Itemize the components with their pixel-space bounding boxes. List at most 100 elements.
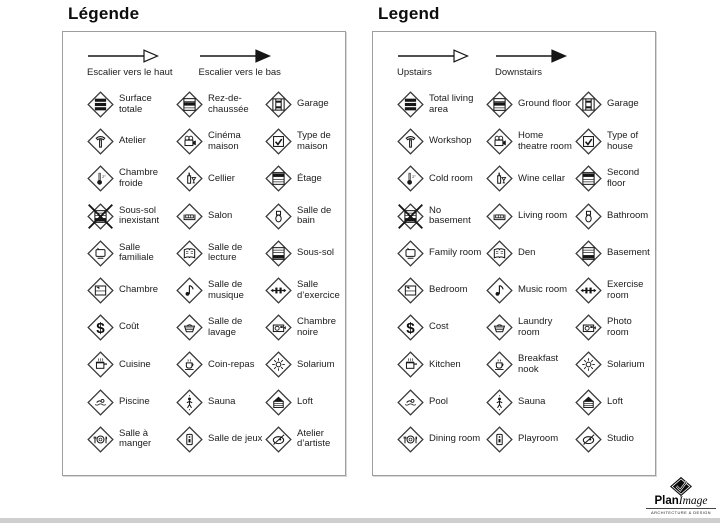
solarium-icon bbox=[575, 351, 602, 379]
legend-item-label: Garage bbox=[607, 98, 639, 110]
legend-item: Den bbox=[486, 240, 575, 267]
living-room-icon bbox=[486, 202, 513, 230]
bottom-strip bbox=[0, 518, 720, 523]
legend-item-label: Coin-repas bbox=[208, 358, 255, 370]
legend-item: Salle à manger bbox=[87, 426, 176, 453]
home-theatre-icon bbox=[176, 128, 203, 156]
legend-item: Atelier bbox=[87, 128, 176, 156]
kitchen-icon bbox=[397, 351, 424, 379]
basement-icon bbox=[265, 240, 292, 267]
svg-text:$: $ bbox=[406, 320, 415, 337]
legend-item-label: Salle de bain bbox=[297, 204, 332, 227]
legend-item-label: Solarium bbox=[607, 358, 645, 370]
legend-item-label: Second floor bbox=[607, 167, 640, 189]
legend-item: Type of house bbox=[575, 128, 655, 156]
wine-cellar-icon bbox=[176, 165, 203, 193]
svg-text:2°: 2° bbox=[412, 175, 416, 180]
bedroom-icon bbox=[87, 277, 114, 304]
total-living-area-icon bbox=[397, 91, 424, 118]
legend-item: 2° Cold room bbox=[397, 165, 486, 193]
legend-item-label: Garage bbox=[297, 98, 329, 110]
workshop-icon bbox=[87, 128, 114, 156]
legend-item: Étage bbox=[265, 165, 345, 193]
family-room-icon bbox=[87, 240, 114, 267]
exercise-room-icon bbox=[575, 277, 602, 304]
logo-brand-italic: Image bbox=[678, 494, 708, 507]
svg-text:$: $ bbox=[96, 320, 105, 337]
planimage-logo: PlanImage ARCHITECTURE & DESIGN bbox=[646, 476, 716, 515]
legend-panel-english: Legend Upstairs Downstairs Total living are… bbox=[372, 1, 656, 476]
legend-item-label: Salle familiale bbox=[119, 241, 154, 264]
photo-room-icon bbox=[575, 314, 602, 341]
legend-item-label: Family room bbox=[429, 247, 482, 259]
legend-item: Cinéma maison bbox=[176, 128, 265, 156]
logo-tagline: ARCHITECTURE & DESIGN bbox=[646, 508, 716, 515]
den-icon bbox=[176, 240, 203, 267]
legend-item: Cellier bbox=[176, 165, 265, 193]
legend-item-label: Sous-sol inexistant bbox=[119, 204, 160, 227]
legend-item: Photo room bbox=[575, 314, 655, 341]
legend-panel-french: Légende Escalier vers le haut Escalier ver… bbox=[62, 1, 346, 476]
legend-item: Wine cellar bbox=[486, 165, 575, 193]
arrow-label: Upstairs bbox=[397, 67, 432, 78]
legend-item: Sous-sol inexistant bbox=[87, 202, 176, 230]
panel-box: Upstairs Downstairs Total living area Groun… bbox=[372, 31, 656, 476]
legend-item: Piscine bbox=[87, 388, 176, 416]
arrow-label: Escalier vers le bas bbox=[198, 67, 281, 78]
basement-icon bbox=[575, 240, 602, 267]
legend-item-label: Cuisine bbox=[119, 358, 151, 370]
legend-item-label: Salle de lecture bbox=[208, 241, 243, 264]
legend-item: Garage bbox=[265, 91, 345, 118]
legend-item-label: Atelier bbox=[119, 135, 146, 147]
legend-item-label: Loft bbox=[607, 395, 623, 407]
stairs-up-arrow: Upstairs bbox=[397, 48, 469, 78]
legend-item: Exercise room bbox=[575, 277, 655, 304]
legend-item: Salle de musique bbox=[176, 277, 265, 304]
breakfast-nook-icon bbox=[176, 351, 203, 379]
legend-item: Music room bbox=[486, 277, 575, 304]
legend-item: Type de maison bbox=[265, 128, 345, 156]
legend-item: Second floor bbox=[575, 165, 655, 193]
legend-item: Cuisine bbox=[87, 351, 176, 379]
legend-item: Breakfast nook bbox=[486, 351, 575, 379]
legend-item: Bathroom bbox=[575, 202, 655, 230]
legend-item-label: Type of house bbox=[607, 130, 639, 152]
legend-item-label: Laundry room bbox=[518, 316, 553, 338]
legend-item: Workshop bbox=[397, 128, 486, 156]
legend-item: Ground floor bbox=[486, 91, 575, 118]
legend-item: Solarium bbox=[575, 351, 655, 379]
bedroom-icon bbox=[397, 277, 424, 304]
kitchen-icon bbox=[87, 351, 114, 379]
legend-item: Family room bbox=[397, 240, 486, 267]
pool-icon bbox=[87, 388, 114, 416]
legend-item-label: Total living area bbox=[429, 92, 474, 115]
legend-item-label: Salle de lavage bbox=[208, 316, 243, 338]
legend-item-label: No basement bbox=[429, 204, 471, 227]
legend-item-label: Solarium bbox=[297, 358, 335, 370]
legend-item-label: Type de maison bbox=[297, 130, 331, 152]
legend-item: Living room bbox=[486, 202, 575, 230]
planimage-wordmark: PlanImage bbox=[646, 494, 716, 508]
legend-item: Salle de lecture bbox=[176, 240, 265, 267]
pool-icon bbox=[397, 388, 424, 416]
cold-room-icon: 2° bbox=[397, 165, 424, 193]
legend-item: Atelier d’artiste bbox=[265, 426, 345, 453]
exercise-room-icon bbox=[265, 277, 292, 304]
panel-box: Escalier vers le haut Escalier vers le ba… bbox=[62, 31, 346, 476]
legend-item: Salon bbox=[176, 202, 265, 230]
legend-item: Dining room bbox=[397, 426, 486, 453]
garage-icon bbox=[265, 91, 292, 118]
stairs-up-arrow-icon bbox=[87, 48, 173, 64]
dining-room-icon bbox=[397, 426, 424, 453]
legend-item-label: Pool bbox=[429, 395, 449, 407]
legend-item: 2° Chambre froide bbox=[87, 165, 176, 193]
legend-item: $ Coût bbox=[87, 314, 176, 341]
legend-item-label: Photo room bbox=[607, 316, 632, 338]
legend-item: Total living area bbox=[397, 91, 486, 118]
legend-item: Home theatre room bbox=[486, 128, 575, 156]
arrow-label: Downstairs bbox=[495, 67, 542, 78]
legend-item-label: Home theatre room bbox=[518, 130, 572, 152]
legend-item: Sauna bbox=[486, 388, 575, 416]
legend-item: No basement bbox=[397, 202, 486, 230]
legend-item-label: Music room bbox=[518, 284, 568, 296]
